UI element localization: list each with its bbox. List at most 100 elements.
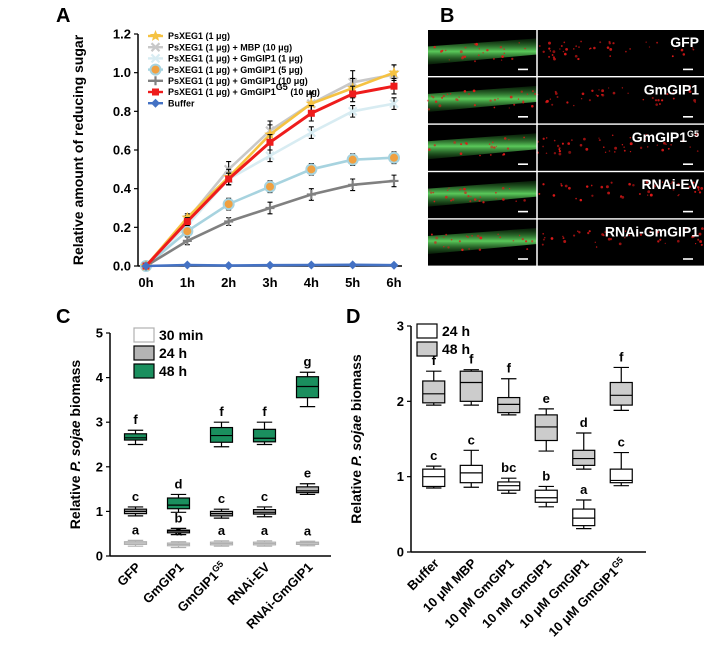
legend-label: 24 h: [442, 323, 470, 339]
micrograph-spot: [638, 192, 641, 196]
micrograph-spot: [612, 42, 615, 45]
micrograph-spot: [694, 101, 697, 103]
significance-letter: f: [507, 361, 512, 376]
micrograph-spot: [464, 191, 467, 195]
micrograph-spot: [466, 235, 469, 239]
micrograph-spot: [508, 107, 510, 109]
box-whisker: [213, 508, 230, 519]
micrograph-spot: [645, 180, 649, 184]
micrograph-spot: [459, 50, 463, 54]
legend-label: 24 h: [159, 345, 187, 361]
micrograph-spot: [585, 147, 589, 151]
micrograph-spot: [555, 92, 558, 95]
box-whisker: [213, 421, 230, 448]
micrograph-spot: [552, 50, 556, 54]
micrograph-spot: [549, 98, 551, 100]
micrograph-spot: [503, 52, 506, 55]
chart-a-point: [224, 217, 234, 227]
y-tick-label: 2: [397, 394, 404, 409]
box-0-3: a: [252, 523, 277, 547]
box-body: [609, 381, 633, 406]
micrograph-spot: [509, 95, 513, 99]
significance-letter: d: [175, 476, 183, 491]
micrograph-spot: [556, 144, 560, 148]
micrograph-spot: [445, 233, 448, 236]
micrograph-spot: [499, 45, 503, 49]
box-body: [123, 433, 148, 441]
micrograph-spot: [545, 152, 548, 154]
micrograph-spot: [524, 47, 526, 50]
micrograph-spot: [618, 242, 622, 246]
box-1-4: e: [295, 466, 320, 496]
micrograph-label-sup: G5: [687, 129, 699, 139]
micrograph-spot: [654, 99, 658, 102]
micrograph-hypha: [428, 228, 537, 255]
micrograph-spot: [542, 50, 545, 53]
chart-a-point: [306, 260, 316, 270]
micrograph-spot: [472, 89, 476, 93]
micrograph-spot: [642, 98, 645, 101]
micrograph-spot: [647, 146, 649, 148]
box-0-1: c: [459, 432, 483, 488]
micrograph-spot: [692, 181, 695, 184]
micrograph-spot: [512, 239, 515, 242]
micrograph-spot: [434, 100, 438, 104]
micrograph-spot: [694, 229, 697, 233]
micrograph-spot: [585, 185, 589, 188]
micrograph-spot: [607, 87, 610, 89]
significance-letter: g: [304, 354, 312, 369]
legend-swatch: [133, 327, 155, 343]
micrograph-label: GFP: [670, 34, 699, 50]
box-0-5: c: [609, 435, 633, 487]
micrograph-spot: [580, 40, 582, 43]
chart-a-y-tick-label: 1.2: [113, 27, 131, 42]
micrograph-spot: [688, 90, 692, 93]
micrograph-spot: [450, 239, 453, 241]
micrograph-spot: [647, 190, 651, 194]
micrograph-spot: [677, 239, 680, 243]
micrograph-spot: [692, 47, 694, 49]
panel-letter-c: C: [56, 306, 70, 328]
micrograph-spot: [609, 55, 612, 57]
chart-c-y-ticks: 0 1 2 3 4 5: [96, 326, 110, 564]
micrograph-spot: [575, 45, 578, 48]
micrograph-spot: [523, 136, 525, 139]
micrograph-spot: [645, 133, 648, 136]
chart-a-point: [389, 260, 399, 270]
box-2-0: f: [123, 412, 148, 446]
micrograph-spot: [629, 136, 632, 139]
micrograph-spot: [629, 142, 633, 146]
box-whisker: [426, 370, 442, 406]
micrograph-hypha: [428, 180, 537, 207]
micrograph-spot: [657, 240, 660, 243]
box-whisker: [613, 451, 629, 487]
micrograph-spot: [482, 51, 485, 54]
micrograph-spot: [562, 237, 565, 240]
micrograph-spot: [623, 146, 625, 148]
micrograph-spot: [599, 41, 602, 44]
legend-label: 48 h: [442, 341, 470, 357]
chart-a-point: [390, 82, 398, 90]
chart-a-x-tick-label: 4h: [304, 275, 319, 290]
significance-letter: a: [304, 523, 312, 538]
micrograph-spot: [443, 245, 445, 248]
micrograph-spot: [495, 145, 498, 148]
box-2-1: d: [166, 476, 191, 513]
micrograph-spot: [606, 46, 610, 49]
micrograph-spot: [542, 238, 545, 241]
box-body: [295, 486, 320, 494]
box-1-3: e: [534, 391, 558, 452]
micrograph-spot: [605, 185, 609, 189]
chart-a-y-axis-label: Relative amount of reducing sugar: [70, 34, 86, 265]
micrograph-spot: [700, 186, 704, 190]
micrograph-spot: [621, 144, 624, 146]
micrograph-spot: [474, 60, 476, 63]
box-body: [609, 468, 633, 484]
micrograph-spot: [661, 181, 664, 183]
legend-label: 48 h: [159, 363, 187, 379]
micrograph-spot: [579, 143, 583, 147]
micrograph-spot: [458, 96, 460, 98]
legend-swatch: [133, 345, 155, 361]
box-0-2: a: [209, 523, 234, 547]
chart-a-legend-marker: [150, 53, 161, 64]
